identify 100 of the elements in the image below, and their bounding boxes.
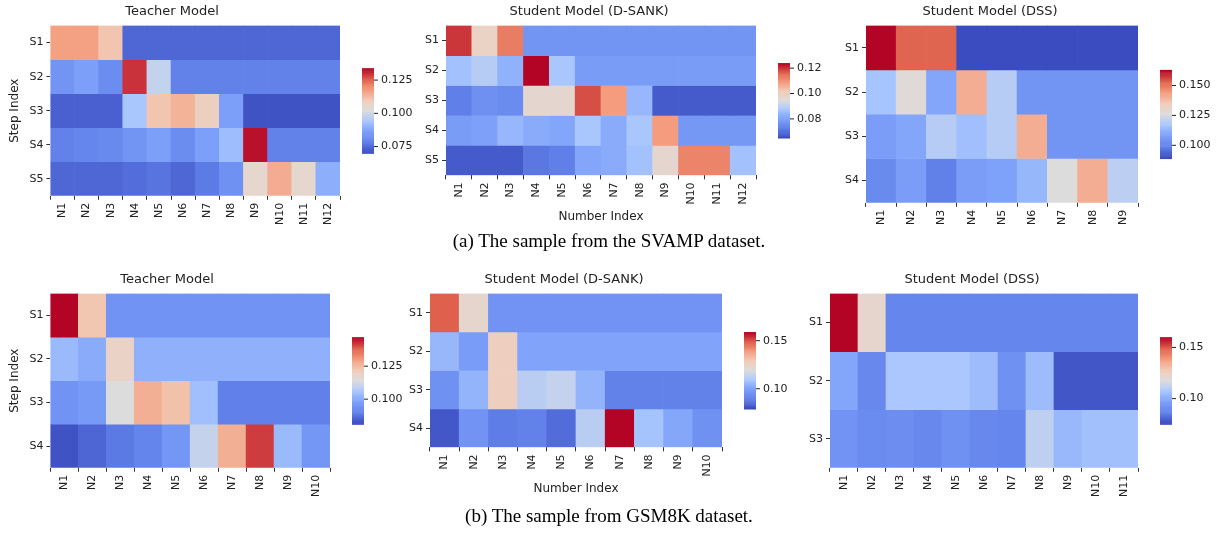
x-tick-label: N7 bbox=[1055, 209, 1069, 226]
color-bar-label: 0.150 bbox=[1179, 78, 1211, 92]
x-tick-label: N12 bbox=[320, 202, 334, 226]
x-tick-label: N1 bbox=[836, 474, 850, 491]
x-tick-label: N8 bbox=[1085, 209, 1099, 226]
y-tick-label: S2 bbox=[29, 69, 44, 83]
x-tick-label: N9 bbox=[248, 202, 262, 219]
x-tick-label: N1 bbox=[437, 454, 451, 470]
y-axis-title: Step Index bbox=[7, 78, 22, 143]
y-tick-label: S4 bbox=[425, 123, 439, 137]
x-tick-label: N1 bbox=[57, 474, 71, 491]
x-tick-label: N11 bbox=[1116, 474, 1130, 498]
x-tick-label: N5 bbox=[555, 182, 569, 198]
x-tick-label: N6 bbox=[197, 474, 211, 491]
x-tick-label: N2 bbox=[477, 182, 491, 198]
x-tick-label: N3 bbox=[503, 182, 517, 198]
x-tick-label: N5 bbox=[948, 474, 962, 491]
y-tick-label: S3 bbox=[425, 93, 439, 107]
x-tick-label: N10 bbox=[700, 454, 714, 477]
chart-title: Teacher Model bbox=[119, 271, 214, 287]
color-bar-label: 0.12 bbox=[797, 60, 822, 74]
y-tick-label: S4 bbox=[29, 438, 44, 452]
color-bar-label: 0.10 bbox=[1179, 391, 1204, 405]
color-bar-label: 0.10 bbox=[763, 381, 788, 395]
x-tick-label: N7 bbox=[606, 182, 620, 198]
x-tick-label: N9 bbox=[1115, 209, 1129, 226]
x-tick-label: N1 bbox=[873, 209, 887, 226]
y-tick-label: S3 bbox=[29, 395, 44, 409]
x-tick-label: N10 bbox=[272, 202, 286, 226]
color-bar-label: 0.125 bbox=[381, 72, 413, 86]
x-tick-label: N2 bbox=[466, 454, 480, 470]
x-tick-label: N10 bbox=[308, 474, 322, 498]
y-tick-label: S1 bbox=[425, 33, 439, 47]
chart-title: Student Model (D-SANK) bbox=[484, 271, 644, 287]
x-tick-label: N2 bbox=[79, 202, 93, 219]
x-tick-label: N5 bbox=[554, 454, 568, 470]
x-tick-label: N8 bbox=[224, 202, 238, 219]
x-tick-label: N4 bbox=[127, 202, 141, 219]
y-tick-label: S2 bbox=[409, 344, 423, 358]
x-tick-label: N3 bbox=[113, 474, 127, 491]
x-tick-label: N2 bbox=[85, 474, 99, 491]
color-bar-label: 0.100 bbox=[1179, 138, 1211, 152]
x-tick-label: N7 bbox=[612, 454, 626, 470]
x-tick-label: N8 bbox=[632, 182, 646, 198]
x-tick-label: N3 bbox=[892, 474, 906, 491]
x-tick-label: N2 bbox=[904, 209, 918, 226]
y-tick-label: S3 bbox=[845, 129, 859, 143]
x-tick-label: N7 bbox=[224, 474, 238, 491]
y-tick-label: S1 bbox=[29, 35, 44, 49]
x-tick-label: N6 bbox=[580, 182, 594, 198]
y-tick-label: S4 bbox=[845, 173, 859, 187]
y-tick-label: S2 bbox=[809, 373, 823, 387]
x-tick-label: N8 bbox=[1032, 474, 1046, 491]
color-bar-label: 0.100 bbox=[371, 392, 403, 406]
x-tick-label: N4 bbox=[964, 209, 978, 226]
y-tick-label: S5 bbox=[29, 171, 44, 185]
x-tick-label: N9 bbox=[658, 182, 672, 198]
x-tick-label: N6 bbox=[175, 202, 189, 219]
color-bar-label: 0.08 bbox=[797, 111, 822, 125]
x-axis-title: Number Index bbox=[558, 208, 644, 223]
x-tick-label: N9 bbox=[280, 474, 294, 491]
y-tick-label: S1 bbox=[29, 308, 44, 322]
chart-title: Student Model (DSS) bbox=[922, 3, 1058, 19]
x-tick-label: N7 bbox=[1004, 474, 1018, 491]
x-tick-label: N3 bbox=[495, 454, 509, 470]
x-tick-label: N6 bbox=[976, 474, 990, 491]
chart-title: Teacher Model bbox=[124, 3, 219, 19]
x-tick-label: N10 bbox=[684, 182, 698, 205]
y-tick-label: S3 bbox=[809, 431, 823, 445]
color-bar-label: 0.10 bbox=[797, 86, 822, 100]
x-tick-label: N12 bbox=[735, 182, 749, 205]
x-tick-label: N11 bbox=[710, 182, 724, 205]
x-tick-label: N1 bbox=[451, 182, 465, 198]
x-tick-label: N6 bbox=[1025, 209, 1039, 226]
x-tick-label: N5 bbox=[994, 209, 1008, 226]
x-tick-label: N9 bbox=[1060, 474, 1074, 491]
x-tick-label: N4 bbox=[920, 474, 934, 491]
x-tick-label: N7 bbox=[200, 202, 214, 219]
x-tick-label: N3 bbox=[934, 209, 948, 226]
x-tick-label: N9 bbox=[671, 454, 685, 470]
x-tick-label: N2 bbox=[864, 474, 878, 491]
color-bar-label: 0.125 bbox=[1179, 108, 1211, 122]
x-tick-label: N4 bbox=[525, 454, 539, 470]
x-tick-label: N8 bbox=[641, 454, 655, 470]
x-tick-label: N4 bbox=[141, 474, 155, 491]
text: (a) The sample from the SVAMP dataset. bbox=[451, 230, 767, 252]
y-axis-title: Step Index bbox=[7, 348, 22, 413]
color-bar-label: 0.125 bbox=[371, 359, 403, 373]
y-tick-label: S3 bbox=[29, 103, 44, 117]
y-tick-label: S1 bbox=[809, 315, 823, 329]
x-tick-label: N1 bbox=[55, 202, 69, 219]
x-tick-label: N3 bbox=[103, 202, 117, 219]
x-tick-label: N4 bbox=[529, 182, 543, 198]
chart-title: Student Model (DSS) bbox=[904, 271, 1040, 287]
x-tick-label: N5 bbox=[151, 202, 165, 219]
x-tick-label: N8 bbox=[252, 474, 266, 491]
y-tick-label: S2 bbox=[425, 63, 439, 77]
x-tick-label: N6 bbox=[583, 454, 597, 470]
y-tick-label: S2 bbox=[29, 351, 44, 365]
chart-title: Student Model (D-SANK) bbox=[509, 3, 669, 19]
